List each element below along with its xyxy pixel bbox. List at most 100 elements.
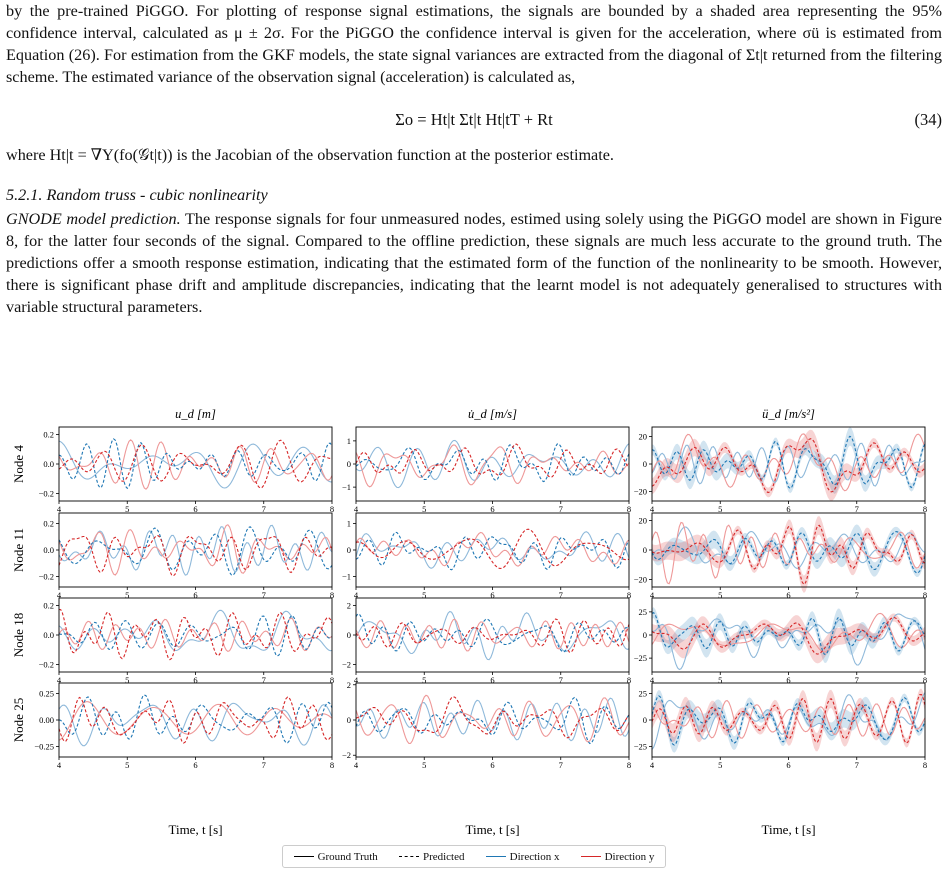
y-tick-label: 0.2	[43, 519, 54, 529]
x-tick-label: 5	[125, 504, 129, 514]
series-pred-x	[355, 613, 630, 653]
x-tick-label: 5	[125, 590, 129, 600]
series-pred-x	[58, 526, 333, 576]
y-tick-label: −0.2	[39, 489, 54, 499]
y-tick-label: 0	[643, 459, 647, 469]
confidence-band-y	[652, 516, 925, 593]
paragraph-body: The response signals for four unmeasured…	[6, 210, 942, 316]
series-gt-y	[651, 433, 926, 492]
confidence-band-y	[652, 429, 925, 501]
x-tick-label: 8	[330, 590, 334, 600]
confidence-band-x	[652, 427, 925, 494]
section-heading: 5.2.1. Random truss - cubic nonlinearity	[6, 186, 268, 204]
x-tick-label: 7	[559, 760, 563, 770]
series-gt-y	[58, 524, 333, 576]
x-tick-label: 4	[57, 675, 62, 685]
x-tick-label: 4	[650, 760, 655, 770]
figure-legend: Ground Truth Predicted Direction x Direc…	[282, 845, 666, 868]
x-tick-label: 6	[786, 590, 790, 600]
subplot: 4 5 6 7 8 −1 0 1	[342, 426, 631, 514]
x-tick-label: 5	[718, 504, 722, 514]
y-tick-label: −2	[342, 660, 351, 670]
y-tick-label: 0	[347, 630, 351, 640]
equation-number: (34)	[914, 110, 943, 129]
series-pred-x	[355, 531, 630, 571]
x-tick-label: 7	[262, 760, 266, 770]
x-tick-label: 7	[855, 504, 859, 514]
series-pred-x	[58, 438, 333, 490]
x-tick-label: 4	[650, 590, 655, 600]
column-title-1: u̇_d [m/s]	[468, 407, 517, 421]
x-tick-label: 4	[354, 590, 359, 600]
x-tick-label: 8	[627, 760, 631, 770]
y-tick-label: 0	[643, 545, 647, 555]
series-gt-y	[58, 701, 333, 741]
x-tick-label: 8	[330, 760, 334, 770]
x-tick-label: 4	[650, 675, 655, 685]
x-tick-label: 5	[125, 760, 129, 770]
paragraph-lead: GNODE model prediction.	[6, 210, 181, 228]
x-tick-label: 5	[422, 504, 426, 514]
confidence-band-x	[652, 524, 925, 577]
x-tick-label: 6	[490, 675, 494, 685]
series-pred-x	[355, 443, 630, 483]
series-gt-y	[355, 444, 630, 488]
series-gt-y	[58, 617, 333, 653]
y-tick-label: 25	[639, 607, 648, 617]
axes-frame	[355, 426, 630, 502]
y-tick-label: 25	[639, 689, 648, 699]
x-tick-label: 6	[193, 675, 197, 685]
y-tick-label: 2	[347, 600, 351, 610]
y-tick-label: −1	[342, 571, 351, 581]
series-gt-y	[355, 618, 630, 652]
x-tick-label: 5	[422, 590, 426, 600]
subplot: 4 5 6 7 8 −20 0 20	[634, 512, 927, 600]
x-tick-label: 5	[718, 590, 722, 600]
y-tick-label: −2	[342, 750, 351, 760]
x-tick-label: 7	[262, 504, 266, 514]
x-tick-label: 5	[422, 675, 426, 685]
x-tick-label: 7	[855, 760, 859, 770]
y-tick-label: 0.00	[39, 715, 54, 725]
x-axis-label: Time, t [s]	[761, 822, 815, 837]
series-pred-x	[355, 696, 630, 745]
x-tick-label: 7	[559, 504, 563, 514]
x-tick-label: 6	[786, 675, 790, 685]
series-pred-x	[58, 615, 333, 657]
series-pred-x	[651, 695, 926, 746]
series-gt-x	[58, 609, 333, 652]
column-title-0: u_d [m]	[175, 407, 216, 421]
series-gt-x	[58, 702, 333, 747]
subplot: 4 5 6 7 8 −0.2 0.0 0.2	[39, 512, 334, 600]
series-gt-x	[355, 697, 630, 742]
x-tick-label: 8	[330, 675, 334, 685]
series-pred-y	[58, 696, 333, 744]
column-title-2: ü_d [m/s²]	[762, 407, 815, 421]
series-pred-y	[355, 696, 630, 739]
y-tick-label: 20	[639, 432, 648, 442]
subplot: 4 5 6 7 8 −2 0 2	[342, 597, 631, 685]
x-tick-label: 6	[490, 504, 494, 514]
series-gt-x	[355, 439, 630, 489]
x-tick-label: 5	[422, 760, 426, 770]
y-tick-label: 2	[347, 680, 351, 690]
y-tick-label: 0.0	[43, 545, 54, 555]
subplot: 4 5 6 7 8 −1 0 1	[342, 512, 631, 600]
y-tick-label: 0	[347, 715, 351, 725]
y-tick-label: −0.25	[34, 741, 54, 751]
x-tick-label: 4	[650, 504, 655, 514]
legend-direction-x: Direction x	[485, 851, 559, 863]
y-tick-label: −25	[634, 741, 647, 751]
y-tick-label: 0	[643, 630, 647, 640]
x-tick-label: 4	[57, 590, 62, 600]
y-tick-label: 1	[347, 519, 351, 529]
subplot: 4 5 6 7 8 −0.25 0.00 0.25 Time, t [s]	[34, 682, 334, 837]
series-gt-x	[355, 610, 630, 661]
y-tick-label: −1	[342, 482, 351, 492]
series-pred-y	[651, 616, 926, 655]
series-pred-x	[651, 612, 926, 655]
confidence-band-x	[652, 689, 925, 753]
y-tick-label: 0.2	[43, 429, 54, 439]
x-tick-label: 8	[627, 504, 631, 514]
